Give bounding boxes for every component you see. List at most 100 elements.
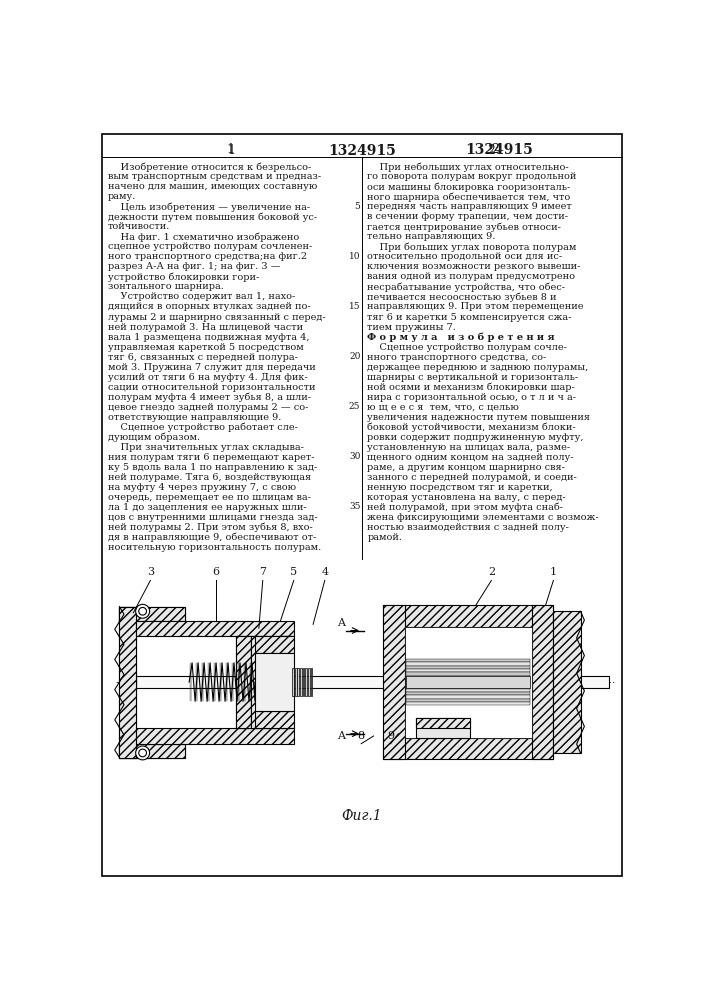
Text: зонтального шарнира.: зонтального шарнира. [107, 282, 223, 291]
Bar [406, 689, 530, 692]
Text: 5: 5 [354, 202, 361, 211]
Text: шарниры с вертикальной и горизонталь-: шарниры с вертикальной и горизонталь- [368, 373, 578, 382]
Bar [406, 685, 530, 689]
Text: Сцепное устройство полурам сочле-: Сцепное устройство полурам сочле- [368, 343, 567, 352]
Text: ностью взаимодействия с задней полу-: ностью взаимодействия с задней полу- [368, 523, 569, 532]
Text: го поворота полурам вокруг продольной: го поворота полурам вокруг продольной [368, 172, 577, 181]
Bar [406, 695, 530, 699]
Text: Изобретение относится к безрельсо-: Изобретение относится к безрельсо- [107, 162, 311, 172]
Text: передняя часть направляющих 9 имеет: передняя часть направляющих 9 имеет [368, 202, 572, 211]
Bar [303, 668, 305, 696]
Text: в сечении форму трапеции, чем дости-: в сечении форму трапеции, чем дости- [368, 212, 568, 221]
Bar [305, 668, 307, 696]
Bar [251, 636, 259, 728]
Text: щенного одним концом на задней полу-: щенного одним концом на задней полу- [368, 453, 574, 462]
Text: дя в направляющие 9, обеспечивают от-: дя в направляющие 9, обеспечивают от- [107, 533, 316, 542]
Text: 2: 2 [491, 143, 499, 156]
Text: лурамы 2 и шарнирно связанный с перед-: лурамы 2 и шарнирно связанный с перед- [107, 312, 325, 322]
Text: цевое гнездо задней полурамы 2 — со-: цевое гнездо задней полурамы 2 — со- [107, 403, 308, 412]
Bar [119, 744, 185, 758]
Text: Ф о р м у л а   и з о б р е т е н и я: Ф о р м у л а и з о б р е т е н и я [368, 333, 555, 342]
Text: На фиг. 1 схематично изображено: На фиг. 1 схематично изображено [107, 232, 299, 242]
Bar [295, 668, 297, 696]
Bar [406, 666, 530, 669]
Text: боковой устойчивости, механизм блоки-: боковой устойчивости, механизм блоки- [368, 423, 576, 432]
Text: направляющих 9. При этом перемещение: направляющих 9. При этом перемещение [368, 302, 584, 311]
Text: A: A [337, 618, 345, 628]
Text: ния полурам тяги 6 перемещают карет-: ния полурам тяги 6 перемещают карет- [107, 453, 314, 462]
Text: ненную посредством тяг и каретки,: ненную посредством тяг и каретки, [368, 483, 553, 492]
Text: 10: 10 [349, 252, 361, 261]
Text: раму.: раму. [107, 192, 136, 201]
Text: дующим образом.: дующим образом. [107, 433, 200, 442]
Bar [119, 607, 185, 620]
Text: ного транспортного средства;на фиг.2: ного транспортного средства;на фиг.2 [107, 252, 307, 261]
Bar [406, 672, 530, 676]
Text: полурам муфта 4 имеет зубья 8, а шли-: полурам муфта 4 имеет зубья 8, а шли- [107, 393, 311, 402]
Text: нира с горизонтальной осью, о т л и ч а-: нира с горизонтальной осью, о т л и ч а- [368, 393, 576, 402]
Text: ю щ е е с я  тем, что, с целью: ю щ е е с я тем, что, с целью [368, 403, 519, 412]
Text: 1324915: 1324915 [465, 143, 533, 157]
Text: занного с передней полурамой, и соеди-: занного с передней полурамой, и соеди- [368, 473, 577, 482]
Text: дежности путем повышения боковой ус-: дежности путем повышения боковой ус- [107, 212, 317, 222]
Text: тойчивости.: тойчивости. [107, 222, 170, 231]
Text: ней полурамой, при этом муфта снаб-: ней полурамой, при этом муфта снаб- [368, 503, 563, 512]
Text: ней полурамы 2. При этом зубья 8, вхо-: ней полурамы 2. При этом зубья 8, вхо- [107, 523, 312, 532]
Bar [532, 605, 554, 759]
Bar [298, 668, 299, 696]
Text: вала 1 размещена подвижная муфта 4,: вала 1 размещена подвижная муфта 4, [107, 333, 309, 342]
Bar [383, 605, 404, 759]
Text: ней полурамой 3. На шлицевой части: ней полурамой 3. На шлицевой части [107, 323, 303, 332]
Text: 1: 1 [226, 143, 234, 156]
Text: Устройство содержит вал 1, нахо-: Устройство содержит вал 1, нахо- [107, 292, 295, 301]
Text: которая установлена на валу, с перед-: которая установлена на валу, с перед- [368, 493, 566, 502]
Text: ного шарнира обеспечивается тем, что: ного шарнира обеспечивается тем, что [368, 192, 571, 202]
Text: относительно продольной оси для ис-: относительно продольной оси для ис- [368, 252, 563, 261]
Bar [255, 653, 293, 711]
Bar [406, 679, 530, 682]
Bar [255, 636, 293, 653]
Circle shape [139, 607, 146, 615]
Text: жена фиксирующими элементами с возмож-: жена фиксирующими элементами с возмож- [368, 513, 599, 522]
Circle shape [139, 749, 146, 757]
Text: ку 5 вдоль вала 1 по направлению к зад-: ку 5 вдоль вала 1 по направлению к зад- [107, 463, 317, 472]
Text: несрабатывание устройства, что обес-: несрабатывание устройства, что обес- [368, 282, 566, 292]
Text: печивается несоосностью зубьев 8 и: печивается несоосностью зубьев 8 и [368, 292, 557, 302]
Bar [310, 668, 312, 696]
Text: очередь, перемещает ее по шлицам ва-: очередь, перемещает ее по шлицам ва- [107, 493, 310, 502]
Text: 4: 4 [321, 567, 328, 577]
Text: 35: 35 [349, 502, 361, 511]
Text: Сцепное устройство работает сле-: Сцепное устройство работает сле- [107, 423, 298, 432]
Bar [406, 702, 530, 705]
Text: начено для машин, имеющих составную: начено для машин, имеющих составную [107, 182, 317, 191]
Bar [119, 744, 185, 758]
Text: 2: 2 [488, 567, 495, 577]
Bar [404, 627, 532, 738]
Text: вания одной из полурам предусмотрено: вания одной из полурам предусмотрено [368, 272, 575, 281]
Bar [136, 728, 293, 744]
Text: 30: 30 [349, 452, 361, 461]
Text: ней полураме. Тяга 6, воздействующая: ней полураме. Тяга 6, воздействующая [107, 473, 311, 482]
Text: увеличения надежности путем повышения: увеличения надежности путем повышения [368, 413, 590, 422]
Text: раме, а другим концом шарнирно свя-: раме, а другим концом шарнирно свя- [368, 463, 566, 472]
Text: ла 1 до зацепления ее наружных шли-: ла 1 до зацепления ее наружных шли- [107, 503, 306, 512]
Text: цов с внутренними шлицами гнезда зад-: цов с внутренними шлицами гнезда зад- [107, 513, 317, 522]
Bar [119, 607, 136, 758]
Text: При значительных углах складыва-: При значительных углах складыва- [107, 443, 303, 452]
Text: 1: 1 [228, 144, 235, 157]
Bar [416, 718, 470, 728]
Bar [255, 711, 293, 728]
Bar [406, 659, 530, 662]
Text: сации относительной горизонтальности: сации относительной горизонтальности [107, 383, 315, 392]
Text: ровки содержит подпружиненную муфту,: ровки содержит подпружиненную муфту, [368, 433, 584, 442]
Text: мой 3. Пружина 7 служит для передачи: мой 3. Пружина 7 служит для передачи [107, 363, 315, 372]
Text: управляемая кареткой 5 посредством: управляемая кареткой 5 посредством [107, 343, 303, 352]
Text: Цель изобретения — увеличение на-: Цель изобретения — увеличение на- [107, 202, 310, 212]
Text: 6: 6 [213, 567, 220, 577]
Text: 8: 8 [358, 731, 365, 741]
Text: установленную на шлицах вала, разме-: установленную на шлицах вала, разме- [368, 443, 571, 452]
Text: 20: 20 [349, 352, 361, 361]
Text: рамой.: рамой. [368, 533, 402, 542]
Text: 1324915: 1324915 [328, 144, 396, 158]
Bar [554, 611, 580, 753]
